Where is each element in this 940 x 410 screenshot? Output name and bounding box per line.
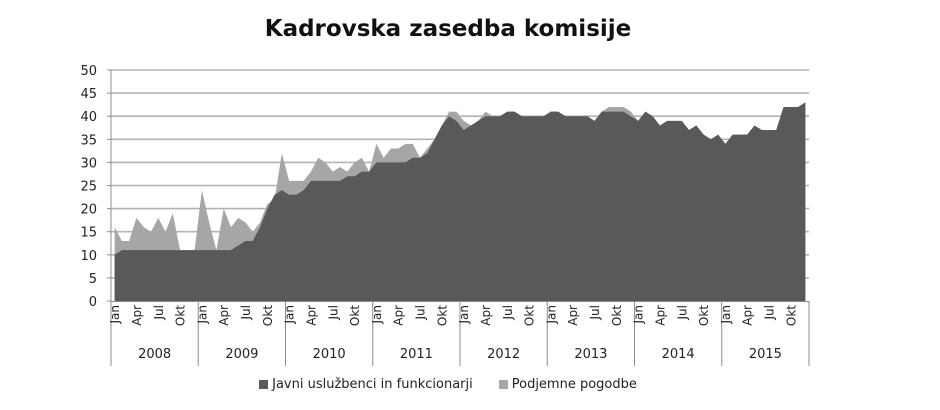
svg-text:2009: 2009 [225,347,258,362]
svg-text:Apr: Apr [741,305,755,326]
svg-text:Okt: Okt [261,305,275,326]
svg-text:Jan: Jan [632,305,646,325]
svg-text:45: 45 [80,87,97,102]
svg-text:2010: 2010 [313,347,346,362]
svg-text:Apr: Apr [566,305,580,326]
svg-text:50: 50 [80,64,97,79]
svg-text:10: 10 [80,249,97,264]
svg-text:35: 35 [80,133,97,148]
svg-text:Jan: Jan [108,305,122,325]
svg-text:Jul: Jul [414,305,428,320]
svg-text:Okt: Okt [610,305,624,326]
x-axis-ticks: Jan Apr Jul Okt 2008 Jan Apr Jul Okt 2009 Jan Apr Ju… [108,301,810,366]
svg-text:Jan: Jan [544,305,558,325]
svg-text:5: 5 [89,272,97,287]
svg-text:Okt: Okt [523,305,537,326]
chart-title: Kadrovska zasedba komisije [264,16,632,42]
svg-text:40: 40 [80,110,97,125]
svg-text:Apr: Apr [392,305,406,326]
svg-text:Jan: Jan [283,305,297,325]
svg-text:2011: 2011 [400,347,433,362]
svg-text:2015: 2015 [749,347,782,362]
legend-label: Javni uslužbenci in funkcionarji [272,377,473,392]
svg-text:Jul: Jul [501,305,515,320]
chart-areas [114,102,806,301]
svg-text:20: 20 [80,203,97,218]
svg-text:Jul: Jul [239,305,253,320]
svg-text:Apr: Apr [304,305,318,326]
svg-text:Jan: Jan [370,305,384,325]
svg-text:Jul: Jul [326,305,340,320]
svg-text:30: 30 [80,156,97,171]
svg-text:Okt: Okt [435,305,449,326]
svg-text:2013: 2013 [574,347,607,362]
svg-text:2012: 2012 [487,347,520,362]
legend-item-javni: Javni uslužbenci in funkcionarji [259,377,473,392]
svg-text:Jul: Jul [763,305,777,320]
svg-text:2014: 2014 [662,347,695,362]
svg-text:Jan: Jan [195,305,209,325]
svg-text:Okt: Okt [697,305,711,326]
svg-text:0: 0 [89,295,97,310]
svg-text:Apr: Apr [479,305,493,326]
svg-text:Jul: Jul [152,305,166,320]
svg-text:15: 15 [80,226,97,241]
svg-text:Jan: Jan [719,305,733,325]
legend-item-podjemne: Podjemne pogodbe [498,377,637,392]
svg-text:Jul: Jul [588,305,602,320]
svg-text:Apr: Apr [130,305,144,326]
svg-text:Jul: Jul [675,305,689,320]
svg-text:Okt: Okt [348,305,362,326]
svg-text:Apr: Apr [653,305,667,326]
legend-swatch-icon [259,380,269,389]
svg-text:Jan: Jan [457,305,471,325]
y-axis-ticks: 0 5 10 15 20 25 30 35 40 45 50 [80,64,111,310]
svg-text:Apr: Apr [217,305,231,326]
legend-label: Podjemne pogodbe [511,377,637,392]
area-series [114,102,806,301]
svg-text:25: 25 [80,180,97,195]
legend-swatch-icon [498,380,508,389]
legend: Javni uslužbenci in funkcionarji Podjemn… [0,377,896,392]
svg-text:2008: 2008 [138,347,171,362]
svg-text:Okt: Okt [174,305,188,326]
svg-text:Okt: Okt [784,305,798,326]
